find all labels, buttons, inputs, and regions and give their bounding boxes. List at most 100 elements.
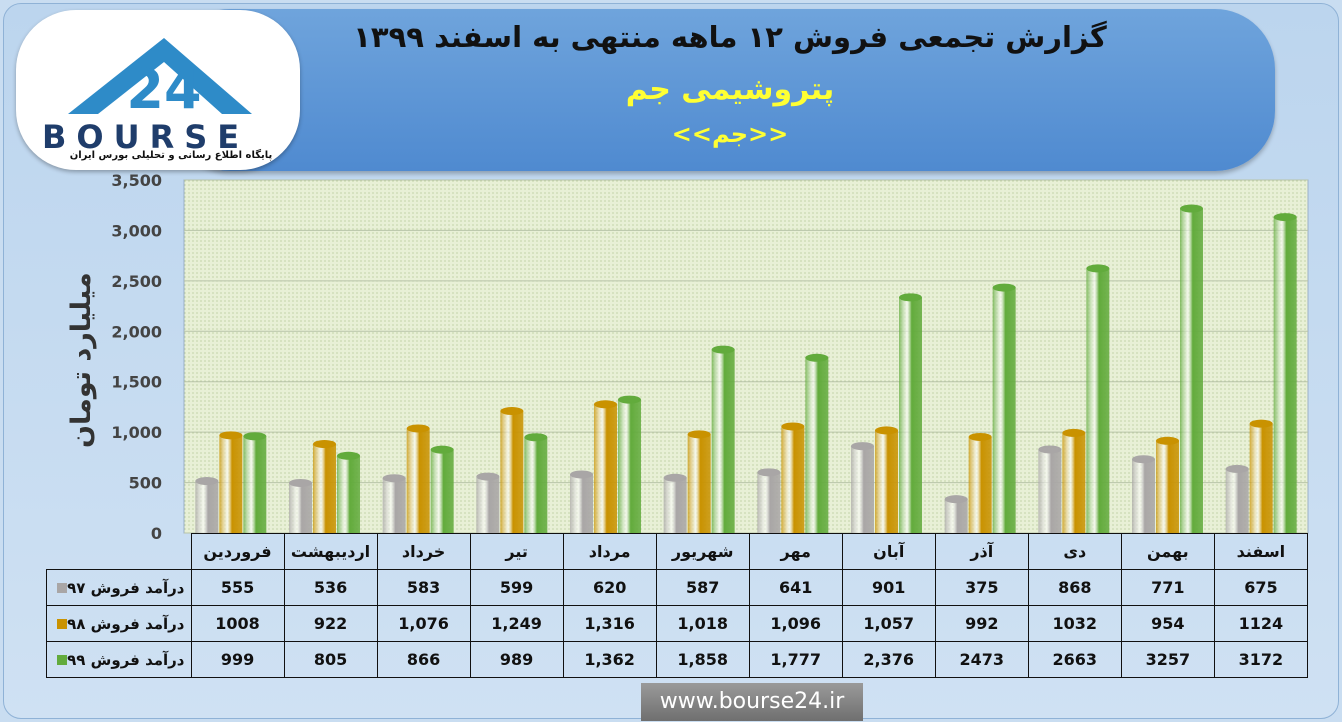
- bar: [524, 433, 548, 533]
- month-header: دی: [1027, 533, 1122, 570]
- y-tick-label: 3,000: [111, 221, 162, 240]
- bar: [875, 426, 898, 533]
- bar: [1132, 455, 1155, 533]
- cell-97: 901: [841, 569, 936, 606]
- table-row-97: درآمد فروش ۹۷ 555 536 583 599 620 587 64…: [46, 569, 1309, 606]
- bar: [1249, 419, 1273, 533]
- table-header-row: فروردین اردیبهشت خرداد تیر مرداد شهریور …: [46, 533, 1309, 570]
- cell-98: 1124: [1213, 605, 1309, 642]
- bar: [805, 353, 829, 533]
- bar: [687, 430, 711, 533]
- table-row-99: درآمد فروش ۹۹ 999 805 866 989 1,362 1,85…: [46, 641, 1309, 678]
- legend-swatch-99: [57, 655, 68, 665]
- bar: [1062, 428, 1086, 533]
- y-tick-label: 1,000: [111, 423, 162, 442]
- y-tick-label: 2,000: [111, 322, 162, 341]
- plot-area: [183, 179, 1309, 534]
- logo-tagline: پایگاه اطلاع رسانی و تحلیلی بورس ایران: [69, 150, 273, 161]
- chart-title: گزارش تجمعی فروش ۱۲ ماهه منتهی به اسفند …: [353, 20, 1107, 54]
- cell-97: 375: [934, 569, 1029, 606]
- cell-98: 922: [283, 605, 378, 642]
- cell-99: 2663: [1027, 641, 1122, 678]
- bar: [1225, 464, 1249, 533]
- bar: [663, 473, 687, 533]
- legend-swatch-97: [57, 583, 68, 593]
- series-label-98: درآمد فروش ۹۸: [46, 605, 192, 642]
- bar: [195, 477, 219, 533]
- bar: [243, 432, 267, 533]
- bar: [430, 445, 454, 533]
- ticker-symbol: <<جم>>: [671, 120, 789, 148]
- cell-98: 992: [934, 605, 1029, 642]
- table-row-98: درآمد فروش ۹۸ 1008 922 1,076 1,249 1,316…: [46, 605, 1309, 642]
- bar: [757, 468, 781, 533]
- cell-97: 599: [469, 569, 564, 606]
- cell-98: 1,057: [841, 605, 936, 642]
- cell-97: 675: [1213, 569, 1309, 606]
- cell-99: 805: [283, 641, 378, 678]
- cell-99: 989: [469, 641, 564, 678]
- month-header: مرداد: [562, 533, 657, 570]
- bar: [1180, 204, 1203, 533]
- bar: [476, 472, 500, 533]
- month-header: اردیبهشت: [283, 533, 378, 570]
- cell-99: 866: [376, 641, 471, 678]
- logo-triangle-icon: 24: [68, 38, 252, 121]
- cell-99: 2473: [934, 641, 1029, 678]
- cell-98: 1032: [1027, 605, 1122, 642]
- cell-98: 1,316: [562, 605, 657, 642]
- cell-99: 1,777: [748, 641, 843, 678]
- y-tick-label: 500: [129, 474, 162, 493]
- bar: [289, 478, 312, 533]
- bar: [594, 400, 617, 533]
- data-table: فروردین اردیبهشت خرداد تیر مرداد شهریور …: [46, 533, 1309, 678]
- bar: [781, 422, 805, 533]
- bar: [570, 470, 593, 533]
- month-header: آبان: [841, 533, 936, 570]
- legend-swatch-98: [57, 619, 68, 629]
- cell-97: 771: [1120, 569, 1215, 606]
- bar: [968, 432, 992, 533]
- bar: [618, 395, 641, 533]
- cell-98: 1,249: [469, 605, 564, 642]
- month-header: بهمن: [1120, 533, 1215, 570]
- month-header: شهریور: [655, 533, 750, 570]
- cell-98: 1,076: [376, 605, 471, 642]
- cell-99: 1,858: [655, 641, 750, 678]
- bar: [382, 474, 406, 533]
- month-header: مهر: [748, 533, 843, 570]
- cell-99: 3172: [1213, 641, 1309, 678]
- company-name: پتروشیمی جم: [625, 72, 835, 107]
- title-banner: [170, 9, 1275, 171]
- website-link[interactable]: www.bourse24.ir: [641, 683, 863, 721]
- month-header: فروردین: [190, 533, 285, 570]
- y-tick-label: 2,500: [111, 272, 162, 291]
- cell-97: 620: [562, 569, 657, 606]
- bar: [313, 440, 336, 533]
- bar: [406, 424, 430, 533]
- logo-name: BOURSE: [42, 118, 250, 156]
- bar: [899, 293, 922, 533]
- cell-99: 3257: [1120, 641, 1215, 678]
- bar: [500, 407, 524, 533]
- bar: [711, 345, 735, 533]
- month-header: آذر: [934, 533, 1029, 570]
- cell-98: 1008: [190, 605, 285, 642]
- logo-mark: 24: [126, 58, 201, 121]
- month-header: اسفند: [1213, 533, 1309, 570]
- cell-98: 1,018: [655, 605, 750, 642]
- y-tick-label: 1,500: [111, 373, 162, 392]
- cell-98: 1,096: [748, 605, 843, 642]
- cell-97: 641: [748, 569, 843, 606]
- bar: [337, 451, 360, 533]
- bar: [1273, 213, 1297, 533]
- table-corner: [46, 533, 192, 570]
- bar: [1086, 264, 1110, 533]
- cell-97: 536: [283, 569, 378, 606]
- cell-98: 954: [1120, 605, 1215, 642]
- month-header: تیر: [469, 533, 564, 570]
- cell-97: 583: [376, 569, 471, 606]
- series-label-97: درآمد فروش ۹۷: [46, 569, 192, 606]
- cell-97: 868: [1027, 569, 1122, 606]
